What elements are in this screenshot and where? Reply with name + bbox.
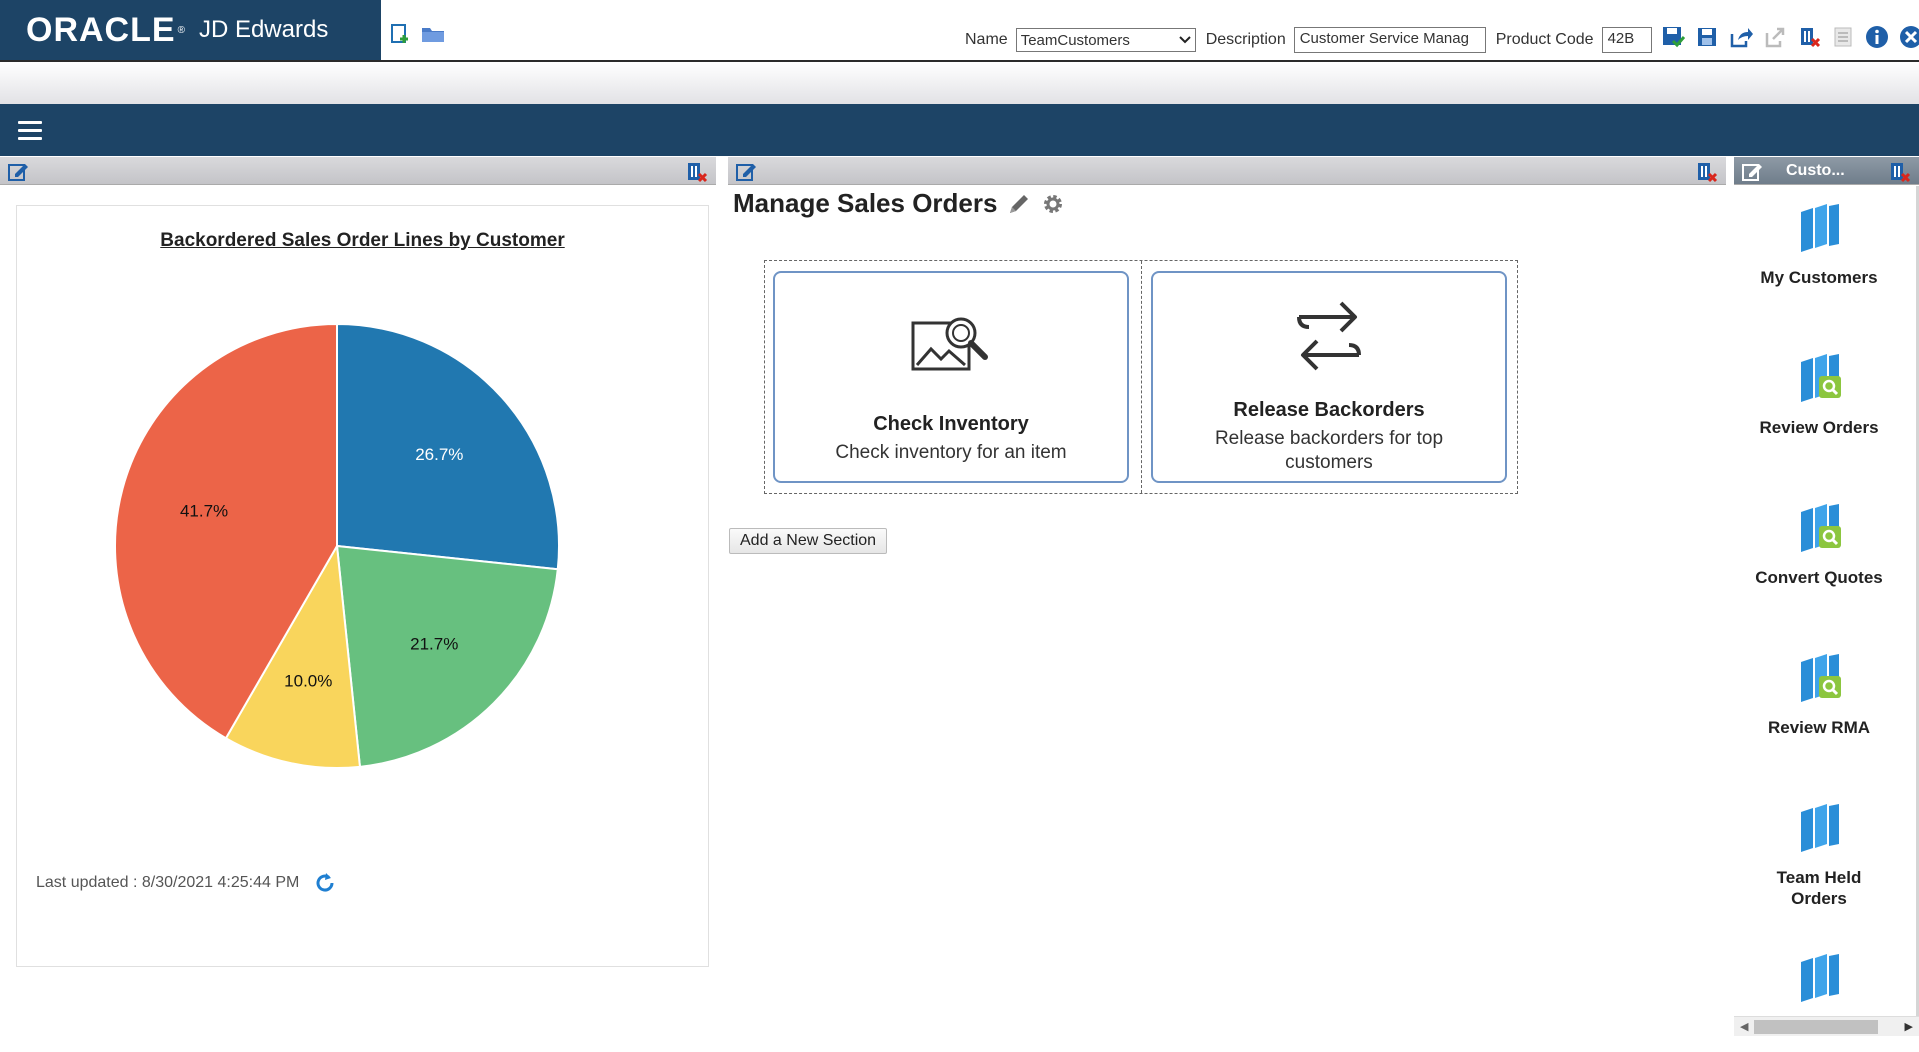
chart-panel-header: [0, 157, 716, 185]
section-container: Check Inventory Check inventory for an i…: [764, 260, 1518, 494]
info-icon[interactable]: [1864, 24, 1890, 50]
pie-slice[interactable]: [114, 322, 338, 740]
scroll-right-icon[interactable]: ▶: [1904, 1021, 1913, 1033]
notes-icon[interactable]: [1830, 24, 1856, 50]
tile-description: Check inventory for an item: [835, 442, 1067, 463]
toolbar-actions: [1660, 24, 1919, 50]
oracle-jde-logo: ORACLE ® JD Edwards: [0, 0, 381, 60]
image-search-icon: [911, 317, 988, 371]
pie-slice-label: 10.0%: [284, 672, 332, 691]
pie-chart: 26.7% 21.7% 10.0% 41.7%: [114, 322, 560, 769]
pie-slice[interactable]: [224, 542, 362, 769]
sidebar-item-review-rma[interactable]: Review RMA: [1734, 652, 1904, 738]
product-code-label: Product Code: [1495, 31, 1594, 48]
brand-product: JD Edwards: [198, 16, 329, 43]
book-icon: [1801, 804, 1839, 852]
reset-icon[interactable]: [1762, 24, 1788, 50]
delete-page-icon[interactable]: [1796, 24, 1822, 50]
refresh-icon[interactable]: [313, 871, 337, 895]
close-icon[interactable]: [1898, 24, 1919, 50]
tile-title: Release Backorders: [1233, 399, 1425, 421]
pie-slice-label: 26.7%: [415, 445, 463, 464]
last-updated-text: Last updated : 8/30/2021 4:25:44 PM: [36, 874, 300, 891]
remove-panel-icon[interactable]: [684, 160, 710, 184]
edit-panel-icon[interactable]: [1742, 161, 1766, 183]
scrollbar-thumb[interactable]: [1754, 1020, 1878, 1034]
book-icon: [1801, 954, 1839, 1002]
description-input[interactable]: Customer Service Manag: [1293, 27, 1486, 53]
name-label: Name: [965, 31, 1008, 48]
edit-panel-icon[interactable]: [736, 161, 760, 183]
brand-oracle: ORACLE: [26, 10, 176, 49]
book-search-icon: [1801, 354, 1841, 402]
book-search-icon: [1801, 654, 1841, 702]
page-properties: Name TeamCustomers Description Customer …: [965, 26, 1662, 54]
swap-arrows-icon: [1297, 301, 1361, 371]
page-title: Manage Sales Orders: [733, 188, 1065, 219]
pie-slice[interactable]: [336, 322, 560, 571]
sidebar-item-more[interactable]: [1734, 952, 1904, 1007]
share-icon[interactable]: [1728, 24, 1754, 50]
main-panel-header: [728, 157, 1726, 185]
pie-slice-label: 41.7%: [180, 501, 228, 520]
pie-slice-label: 21.7%: [410, 634, 458, 653]
pie-slice[interactable]: [335, 544, 559, 768]
navigation-bar: [0, 104, 1919, 156]
customer-panel-header: Custo...: [1734, 157, 1919, 185]
product-code-input[interactable]: 42B: [1601, 27, 1652, 53]
tile-title: Check Inventory: [873, 413, 1029, 435]
scroll-left-icon[interactable]: ◀: [1740, 1021, 1749, 1033]
top-header: ORACLE ® JD Edwards Name TeamCustomers De…: [0, 0, 1919, 62]
chart-card: Backordered Sales Order Lines by Custome…: [16, 205, 709, 967]
remove-panel-icon[interactable]: [1694, 160, 1720, 184]
tile-release-backorders[interactable]: Release Backorders Release backorders fo…: [1151, 271, 1507, 483]
sidebar-item-my-customers[interactable]: My Customers: [1734, 202, 1904, 288]
description-label: Description: [1205, 31, 1286, 48]
remove-panel-icon[interactable]: [1887, 160, 1913, 184]
sidebar-item-convert-quotes[interactable]: Convert Quotes: [1734, 502, 1904, 588]
tile-description: Release backorders for top customers: [1214, 428, 1444, 473]
save-publish-icon[interactable]: [1660, 24, 1686, 50]
folder-icon[interactable]: [420, 22, 446, 46]
horizontal-scrollbar[interactable]: ◀ ▶: [1734, 1016, 1919, 1036]
chart-title[interactable]: Backordered Sales Order Lines by Custome…: [160, 230, 565, 251]
name-select[interactable]: TeamCustomers: [1015, 28, 1196, 52]
edit-panel-icon[interactable]: [8, 161, 32, 183]
header-band: [0, 62, 1919, 104]
sidebar-item-review-orders[interactable]: Review Orders: [1734, 352, 1904, 438]
customer-panel-title: Custo...: [1786, 162, 1845, 179]
gear-icon[interactable]: [1041, 192, 1065, 216]
tile-check-inventory[interactable]: Check Inventory Check inventory for an i…: [773, 271, 1129, 483]
save-icon[interactable]: [1694, 24, 1720, 50]
chevron-down-icon: [1178, 36, 1191, 44]
hamburger-menu-icon[interactable]: [18, 121, 42, 141]
book-search-icon: [1801, 504, 1841, 552]
add-page-icon[interactable]: [388, 22, 414, 46]
add-new-section-button[interactable]: Add a New Section: [729, 528, 888, 554]
sidebar-item-team-held-orders[interactable]: Team Held Orders: [1734, 802, 1904, 909]
customer-links-panel: My Customers Review Orders Convert Quote…: [1734, 186, 1919, 1032]
book-icon: [1801, 204, 1839, 252]
pencil-icon[interactable]: [1007, 192, 1031, 216]
last-updated: Last updated : 8/30/2021 4:25:44 PM: [36, 871, 337, 895]
